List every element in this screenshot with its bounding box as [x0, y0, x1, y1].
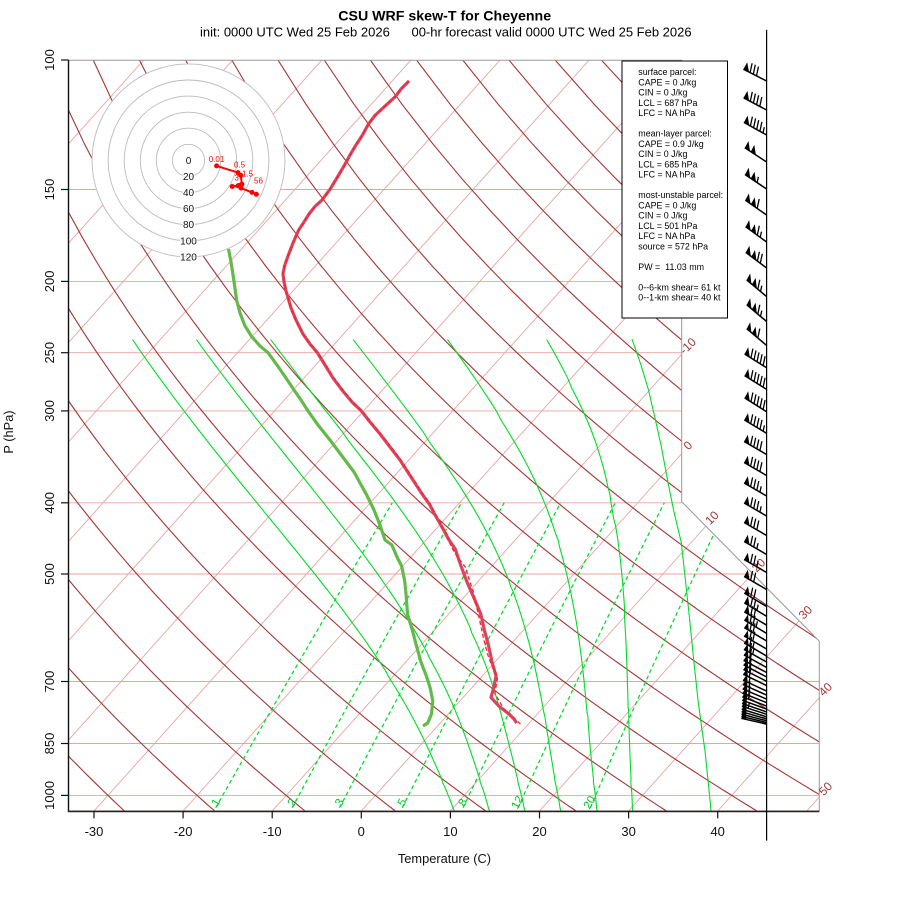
svg-text:CAPE = 0.9 J/kg: CAPE = 0.9 J/kg [638, 139, 703, 149]
svg-text:8: 8 [456, 797, 470, 809]
svg-text:400: 400 [42, 492, 57, 514]
svg-text:40: 40 [183, 188, 195, 199]
svg-text:120: 120 [180, 252, 197, 263]
svg-text:0.01: 0.01 [209, 155, 225, 164]
svg-text:0: 0 [186, 156, 192, 167]
svg-text:Temperature (C): Temperature (C) [398, 851, 491, 866]
svg-text:0: 0 [358, 824, 365, 839]
svg-text:12: 12 [510, 794, 527, 811]
svg-text:LFC = NA hPa: LFC = NA hPa [638, 108, 695, 118]
svg-text:CIN = 0 J/kg: CIN = 0 J/kg [638, 88, 687, 98]
svg-text:300: 300 [42, 400, 57, 422]
svg-text:-30: -30 [85, 824, 104, 839]
svg-text:2: 2 [286, 797, 300, 809]
svg-text:PW = 11.03 mm: PW = 11.03 mm [638, 262, 704, 272]
svg-text:CIN = 0 J/kg: CIN = 0 J/kg [638, 149, 687, 159]
svg-text:100: 100 [180, 236, 197, 247]
svg-text:200: 200 [42, 271, 57, 293]
svg-text:3: 3 [333, 797, 347, 809]
svg-text:CIN = 0 J/kg: CIN = 0 J/kg [638, 211, 687, 221]
svg-text:3: 3 [234, 174, 239, 183]
svg-text:1: 1 [210, 797, 224, 809]
svg-text:0.5: 0.5 [234, 160, 246, 169]
svg-text:-20: -20 [174, 824, 193, 839]
svg-text:-10: -10 [263, 824, 282, 839]
svg-text:source = 572 hPa: source = 572 hPa [638, 241, 708, 251]
svg-text:surface parcel:: surface parcel: [638, 67, 696, 77]
svg-text:500: 500 [42, 563, 57, 585]
svg-text:20: 20 [582, 794, 599, 811]
svg-text:most-unstable parcel:: most-unstable parcel: [638, 190, 723, 200]
svg-text:10: 10 [443, 824, 457, 839]
svg-text:LFC = NA hPa: LFC = NA hPa [638, 170, 695, 180]
svg-text:CAPE = 0 J/kg: CAPE = 0 J/kg [638, 78, 696, 88]
svg-text:1.5: 1.5 [242, 170, 254, 179]
svg-text:0--1-km shear= 40 kt: 0--1-km shear= 40 kt [638, 293, 721, 303]
svg-text:250: 250 [42, 342, 57, 364]
svg-text:20: 20 [183, 172, 195, 183]
svg-text:mean-layer parcel:: mean-layer parcel: [638, 129, 712, 139]
svg-text:1000: 1000 [42, 781, 57, 810]
svg-text:100: 100 [42, 49, 57, 71]
svg-text:40: 40 [710, 824, 724, 839]
svg-text:700: 700 [42, 671, 57, 693]
svg-text:P (hPa): P (hPa) [1, 410, 16, 453]
svg-text:CAPE = 0 J/kg: CAPE = 0 J/kg [638, 200, 696, 210]
svg-text:20: 20 [532, 824, 546, 839]
svg-text:5: 5 [396, 797, 410, 809]
svg-text:56: 56 [254, 176, 263, 185]
svg-text:850: 850 [42, 733, 57, 755]
svg-text:80: 80 [183, 220, 195, 231]
svg-text:LCL = 685 hPa: LCL = 685 hPa [638, 159, 697, 169]
svg-text:0--6-km shear= 61 kt: 0--6-km shear= 61 kt [638, 282, 721, 292]
svg-text:CSU WRF skew-T for Cheyenne: CSU WRF skew-T for Cheyenne [338, 8, 551, 24]
svg-text:150: 150 [42, 179, 57, 201]
svg-text:LFC = NA hPa: LFC = NA hPa [638, 231, 695, 241]
svg-text:LCL = 501 hPa: LCL = 501 hPa [638, 221, 697, 231]
svg-text:init: 0000 UTC Wed 25 Feb 2026: init: 0000 UTC Wed 25 Feb 2026 00-hr for… [200, 25, 692, 40]
svg-text:60: 60 [183, 204, 195, 215]
svg-text:LCL = 687 hPa: LCL = 687 hPa [638, 98, 697, 108]
svg-text:30: 30 [621, 824, 635, 839]
